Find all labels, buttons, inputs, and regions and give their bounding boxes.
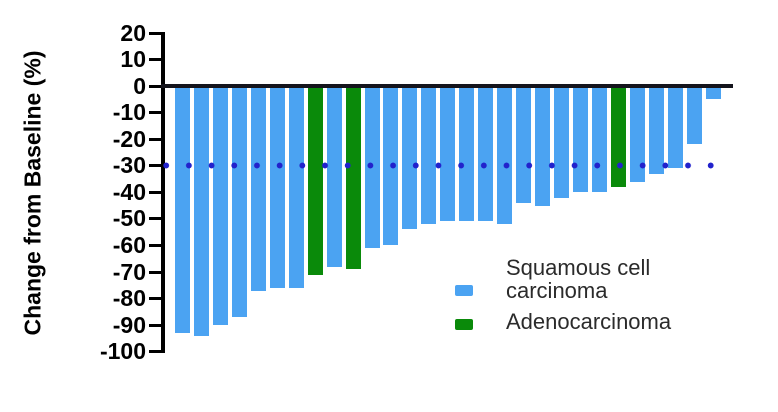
bar-24-adeno <box>610 88 626 187</box>
y-axis-tick-label: -50 <box>112 205 146 232</box>
bar-2-scc <box>193 88 209 336</box>
y-axis-tick-label: -100 <box>99 338 146 365</box>
bar-10-adeno <box>345 88 361 270</box>
y-axis-tick-label: -80 <box>112 285 146 312</box>
y-axis-tick-label: -40 <box>112 178 146 205</box>
y-axis-tick <box>149 350 161 354</box>
y-axis-tick <box>149 84 161 88</box>
legend-label-squamous: Squamous cell carcinoma <box>506 256 650 302</box>
y-axis-title: Change from Baseline (%) <box>19 50 46 336</box>
y-axis-tick-label: 0 <box>133 72 146 99</box>
y-axis-spine <box>161 31 165 354</box>
legend-label-adenocarcinoma: Adenocarcinoma <box>506 309 672 334</box>
bar-8-adeno <box>307 88 323 275</box>
bar-25-scc <box>629 88 645 182</box>
bar-3-scc <box>212 88 228 326</box>
y-axis-tick <box>149 164 161 168</box>
y-axis-tick <box>149 270 161 274</box>
bar-27-scc <box>667 88 683 169</box>
bar-22-scc <box>572 88 588 193</box>
legend-label-squamous-line2: carcinoma <box>506 278 608 303</box>
bar-14-scc <box>421 88 437 225</box>
bar-7-scc <box>288 88 304 288</box>
bar-1-scc <box>175 88 190 333</box>
y-axis-tick <box>149 137 161 141</box>
bar-20-scc <box>535 88 551 206</box>
y-axis-tick-label: 20 <box>120 19 146 46</box>
y-axis-tick <box>149 243 161 247</box>
y-axis-tick <box>149 31 161 35</box>
bar-18-scc <box>497 88 513 225</box>
bar-28-scc <box>686 88 702 145</box>
bar-15-scc <box>440 88 456 222</box>
bar-9-scc <box>326 88 342 267</box>
y-axis-tick-label: -70 <box>112 258 146 285</box>
y-axis-tick <box>149 58 161 62</box>
y-axis-tick-label: -20 <box>112 125 146 152</box>
bar-17-scc <box>478 88 494 222</box>
reference-line-minus-30 <box>163 162 715 170</box>
bar-19-scc <box>516 88 532 203</box>
legend-swatch-adenocarcinoma <box>455 319 473 330</box>
y-axis-tick-label: -30 <box>112 152 146 179</box>
bar-26-scc <box>648 88 664 174</box>
legend-label-squamous-line1: Squamous cell <box>506 255 651 280</box>
bar-4-scc <box>231 88 247 318</box>
y-axis-tick-label: -60 <box>112 231 146 258</box>
bar-16-scc <box>459 88 475 222</box>
y-axis-tick-label: 10 <box>120 46 146 73</box>
bar-23-scc <box>591 88 607 193</box>
legend-swatch-squamous <box>455 285 473 296</box>
bar-13-scc <box>402 88 418 230</box>
plot-area <box>161 33 740 363</box>
y-axis-tick-label: -90 <box>112 311 146 338</box>
y-axis-tick <box>149 111 161 115</box>
zero-baseline-line <box>161 84 733 88</box>
y-axis-tick <box>149 297 161 301</box>
y-axis-tick <box>149 190 161 194</box>
y-axis-tick <box>149 323 161 327</box>
bar-6-scc <box>269 88 285 288</box>
bar-21-scc <box>554 88 569 198</box>
bar-29-scc <box>705 88 721 100</box>
y-axis-tick <box>149 217 161 221</box>
bar-5-scc <box>250 88 266 291</box>
y-axis-tick-label: -10 <box>112 99 146 126</box>
